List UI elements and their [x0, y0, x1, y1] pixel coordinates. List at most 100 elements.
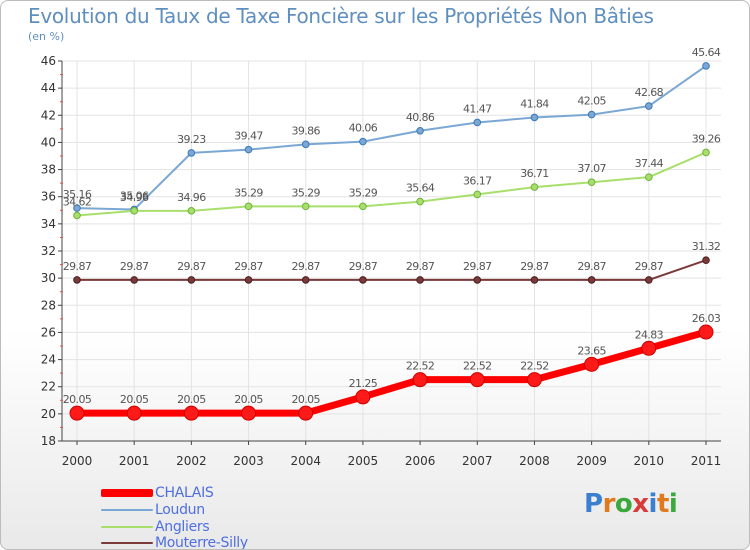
data-point — [584, 356, 600, 372]
data-point — [73, 211, 81, 220]
data-label: 34.62 — [63, 195, 92, 208]
data-label: 37.44 — [635, 157, 664, 170]
data-label: 37.07 — [577, 162, 606, 175]
data-label: 21.25 — [349, 377, 378, 390]
y-tick-label: 18 — [41, 434, 56, 448]
x-tick-label: 2009 — [576, 454, 607, 468]
data-point — [241, 405, 257, 421]
y-tick-label: 36 — [41, 190, 56, 204]
data-point — [702, 256, 710, 265]
data-point — [130, 207, 138, 215]
data-label: 31.32 — [692, 240, 721, 253]
data-label: 39.86 — [291, 124, 320, 137]
data-label: 41.47 — [463, 102, 492, 115]
data-point — [530, 113, 539, 122]
data-label: 29.87 — [177, 260, 206, 273]
y-tick-label: 38 — [41, 163, 56, 177]
data-point — [645, 173, 653, 181]
data-point — [73, 204, 81, 212]
data-label: 45.64 — [692, 46, 721, 59]
x-tick-label: 2007 — [462, 454, 493, 468]
data-label: 24.83 — [635, 328, 664, 341]
data-point — [530, 276, 539, 284]
data-point — [641, 340, 657, 356]
legend-label: Mouterre-Silly — [155, 535, 248, 550]
data-label: 39.23 — [177, 133, 206, 146]
x-tick-label: 2000 — [62, 454, 93, 468]
data-point — [359, 276, 367, 284]
data-point — [359, 202, 367, 211]
x-tick-label: 2010 — [634, 454, 665, 468]
y-tick-label: 46 — [41, 54, 56, 68]
x-tick-label: 2002 — [176, 454, 207, 468]
data-point — [416, 126, 424, 135]
data-label: 42.68 — [635, 86, 664, 99]
series-line-chalais — [73, 328, 710, 417]
legend-label: Angliers — [155, 519, 210, 535]
chart-title: Evolution du Taux de Taxe Foncière sur l… — [28, 4, 654, 28]
y-tick-label: 42 — [41, 108, 56, 122]
data-label: 35.29 — [291, 186, 320, 199]
data-point — [355, 389, 371, 405]
proxiti-logo: Proxiti — [584, 489, 678, 519]
data-point — [526, 372, 542, 388]
data-point — [702, 148, 710, 157]
data-point — [244, 202, 253, 211]
data-label: 29.87 — [635, 260, 664, 273]
y-tick-label: 34 — [41, 217, 56, 231]
data-point — [702, 62, 710, 70]
data-point — [187, 149, 196, 157]
data-point — [244, 145, 253, 154]
legend-swatch — [101, 526, 153, 528]
data-label: 36.71 — [520, 167, 549, 180]
data-label: 20.05 — [234, 393, 263, 406]
data-label: 29.87 — [291, 260, 320, 273]
data-label: 35.29 — [234, 186, 263, 199]
logo-letter: i — [648, 489, 658, 519]
data-point — [301, 202, 310, 211]
data-label: 42.05 — [577, 95, 606, 108]
x-tick-label: 2005 — [348, 454, 379, 468]
data-label: 40.86 — [406, 111, 435, 124]
x-tick-label: 2003 — [233, 454, 264, 468]
data-label: 41.84 — [520, 97, 549, 110]
data-label: 20.05 — [291, 393, 320, 406]
data-point — [469, 372, 485, 388]
data-point — [645, 102, 653, 110]
data-point — [130, 276, 138, 284]
legend-item: Angliers — [101, 519, 210, 535]
data-label: 40.06 — [349, 122, 378, 135]
x-tick-label: 2001 — [119, 454, 150, 468]
data-point — [645, 276, 653, 284]
data-point — [301, 276, 310, 284]
data-point — [416, 276, 424, 284]
y-tick-label: 32 — [41, 244, 56, 258]
x-tick-label: 2008 — [519, 454, 550, 468]
data-label: 29.87 — [234, 260, 263, 273]
y-tick-label: 20 — [41, 407, 56, 421]
data-label: 29.87 — [520, 260, 549, 273]
data-point — [587, 110, 596, 119]
data-label: 22.52 — [463, 360, 492, 373]
legend-item: CHALAIS — [101, 485, 214, 501]
data-point — [183, 405, 199, 421]
data-label: 29.87 — [349, 260, 378, 273]
y-tick-label: 22 — [41, 380, 56, 394]
series-line-angliers — [76, 151, 707, 217]
data-point — [416, 197, 424, 206]
data-point — [359, 137, 367, 146]
data-point — [187, 276, 196, 284]
data-point — [698, 324, 714, 340]
data-label: 22.52 — [520, 360, 549, 373]
data-point — [301, 140, 310, 149]
data-label: 29.87 — [406, 260, 435, 273]
y-tick-label: 30 — [41, 271, 56, 285]
data-label: 39.26 — [692, 132, 721, 145]
y-tick-label: 26 — [41, 325, 56, 339]
legend-swatch — [101, 489, 153, 497]
legend-item: Mouterre-Silly — [101, 535, 248, 550]
data-label: 34.96 — [120, 191, 149, 204]
data-label: 35.64 — [406, 182, 435, 195]
